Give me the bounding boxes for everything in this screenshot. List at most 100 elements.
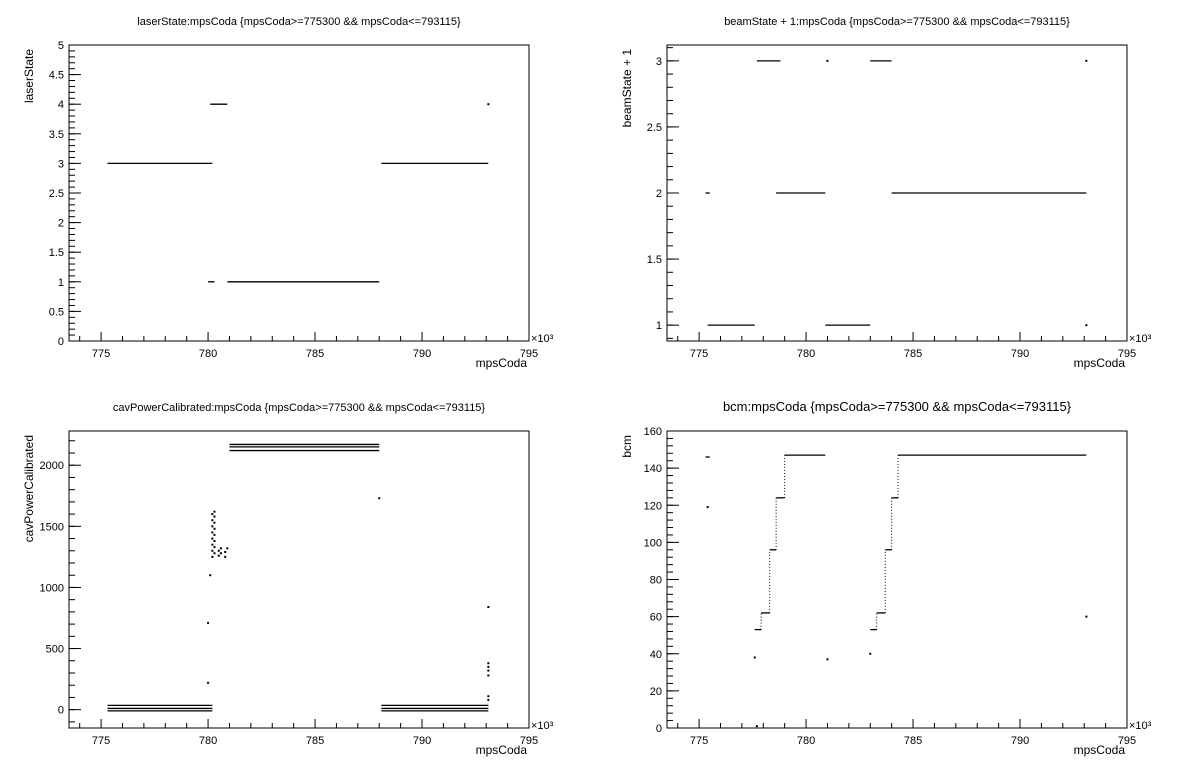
data-point — [213, 521, 216, 524]
y-tick-label: 2.5 — [49, 188, 64, 200]
data-point — [213, 546, 216, 549]
x-tick-label: 790 — [413, 735, 431, 747]
data-point — [213, 527, 216, 530]
plot-frame — [68, 44, 530, 342]
y-tick-label: 1000 — [40, 582, 64, 594]
x-tick-label: 780 — [797, 735, 815, 747]
y-tick-label: 1500 — [40, 521, 64, 533]
data-point — [869, 652, 872, 655]
data-point — [487, 606, 490, 608]
y-tick-label: 0 — [58, 705, 64, 717]
x-tick-label: 790 — [1011, 348, 1029, 360]
data-point — [213, 540, 216, 542]
x-tick-label: 775 — [92, 348, 110, 360]
x-axis-exponent: ×10³ — [1129, 333, 1152, 345]
y-tick-label: 5 — [58, 40, 64, 52]
data-point — [207, 681, 210, 684]
y-tick-label: 3.5 — [49, 129, 64, 141]
y-tick-label: 1 — [656, 320, 662, 332]
data-point — [213, 515, 216, 518]
data-point — [224, 555, 227, 558]
data-point — [487, 674, 490, 677]
data-point — [226, 547, 229, 550]
chart-title: beamState + 1:mpsCoda {mpsCoda>=775300 &… — [724, 16, 1070, 28]
y-tick-label: 20 — [650, 686, 662, 698]
y-tick-label: 2 — [656, 188, 662, 200]
x-axis-title: mpsCoda — [1074, 356, 1126, 370]
y-axis-title: laserState — [22, 49, 36, 103]
data-point — [209, 574, 212, 577]
x-tick-label: 795 — [520, 735, 538, 747]
x-axis-exponent: ×10³ — [531, 720, 554, 732]
y-tick-label: 3 — [656, 56, 662, 68]
data-point — [213, 552, 216, 555]
data-point — [211, 555, 214, 558]
data-point — [487, 695, 490, 698]
data-point — [1085, 59, 1088, 62]
chart-title: bcm:mpsCoda {mpsCoda>=775300 && mpsCoda<… — [723, 399, 1072, 414]
y-tick-label: 120 — [644, 500, 662, 512]
x-axis-exponent: ×10³ — [531, 333, 554, 345]
y-tick-label: 4.5 — [49, 70, 64, 82]
data-point — [213, 533, 216, 536]
data-point — [706, 506, 709, 509]
data-point — [1085, 615, 1088, 618]
chart-title: cavPowerCalibrated:mpsCoda {mpsCoda>=775… — [113, 402, 486, 414]
data-point — [487, 662, 490, 665]
y-tick-label: 2 — [58, 218, 64, 230]
data-point — [211, 537, 214, 540]
data-point — [487, 103, 490, 106]
x-axis-title: mpsCoda — [476, 356, 528, 370]
y-tick-label: 100 — [644, 537, 662, 549]
y-tick-label: 80 — [650, 575, 662, 587]
x-tick-label: 785 — [904, 735, 922, 747]
data-point — [487, 669, 490, 672]
chart-panel-4: bcm:mpsCoda {mpsCoda>=775300 && mpsCoda<… — [620, 399, 1152, 757]
y-tick-label: 0 — [656, 723, 662, 735]
data-point — [211, 531, 214, 534]
y-axis-title: beamState + 1 — [620, 49, 634, 128]
plot-frame — [68, 430, 530, 729]
y-tick-label: 160 — [644, 426, 662, 438]
data-point — [826, 658, 829, 661]
chart-panel-2: beamState + 1:mpsCoda {mpsCoda>=775300 &… — [620, 16, 1152, 370]
y-tick-label: 1.5 — [647, 254, 662, 266]
x-tick-label: 775 — [690, 735, 708, 747]
y-tick-label: 0.5 — [49, 306, 64, 318]
y-tick-label: 2000 — [40, 460, 64, 472]
x-tick-label: 790 — [413, 348, 431, 360]
x-axis-exponent: ×10³ — [1129, 720, 1152, 732]
x-tick-label: 780 — [797, 348, 815, 360]
y-tick-label: 500 — [46, 644, 64, 656]
chart-title: laserState:mpsCoda {mpsCoda>=775300 && m… — [137, 16, 461, 28]
data-point — [753, 656, 756, 659]
x-tick-label: 775 — [690, 348, 708, 360]
data-point — [217, 549, 220, 552]
x-axis-title: mpsCoda — [1074, 743, 1126, 757]
data-point — [826, 59, 829, 62]
x-tick-label: 795 — [1118, 348, 1136, 360]
data-point — [211, 543, 214, 546]
x-axis-title: mpsCoda — [476, 743, 528, 757]
y-tick-label: 140 — [644, 463, 662, 475]
y-axis-title: bcm — [620, 435, 634, 458]
data-point — [211, 525, 214, 528]
data-point — [211, 519, 214, 522]
x-tick-label: 775 — [92, 735, 110, 747]
chart-panel-3: cavPowerCalibrated:mpsCoda {mpsCoda>=775… — [22, 402, 554, 757]
y-tick-label: 0 — [58, 336, 64, 348]
y-tick-label: 60 — [650, 612, 662, 624]
plot-frame — [666, 430, 1128, 729]
x-tick-label: 785 — [904, 348, 922, 360]
x-tick-label: 790 — [1011, 735, 1029, 747]
y-tick-label: 1 — [58, 277, 64, 289]
x-tick-label: 780 — [199, 348, 217, 360]
data-point — [487, 665, 490, 668]
y-tick-label: 40 — [650, 649, 662, 661]
x-tick-label: 795 — [1118, 735, 1136, 747]
x-tick-label: 785 — [306, 348, 324, 360]
data-point — [487, 698, 490, 701]
data-point — [1085, 324, 1088, 327]
y-tick-label: 3 — [58, 158, 64, 170]
